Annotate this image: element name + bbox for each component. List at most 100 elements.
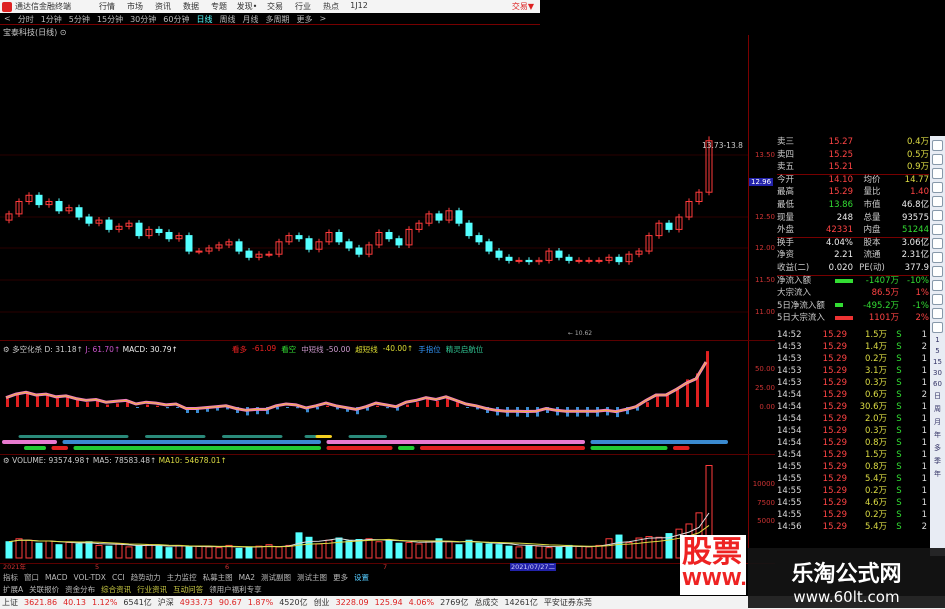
toolbar-tool-icon[interactable] [932, 196, 943, 207]
volume-bar [65, 541, 73, 559]
toolbar-tool-icon[interactable] [932, 280, 943, 291]
menu-item[interactable]: 行业 [295, 2, 311, 11]
tab-item[interactable]: VOL-TDX [73, 572, 106, 582]
high-price-label: 13.73-13.8 [702, 141, 743, 150]
candle [505, 256, 513, 261]
toolbar-period-button[interactable]: 1 [935, 336, 940, 344]
toolbar-tool-icon[interactable] [932, 252, 943, 263]
tab-item[interactable]: 趋势动力 [130, 572, 161, 582]
period-tab[interactable]: > [319, 14, 327, 23]
tab-item[interactable]: 主力监控 [166, 572, 197, 582]
period-tab[interactable]: 多周期 [265, 15, 290, 24]
flow-label: 5日大宗流入 [777, 313, 825, 324]
kline-chart[interactable] [0, 35, 775, 565]
toolbar-period-button[interactable]: 年 [934, 470, 941, 478]
period-tab[interactable]: 5分钟 [68, 15, 90, 24]
index-value: 40.13 [63, 598, 86, 607]
menu-item[interactable]: 行情 [99, 2, 115, 11]
toolbar-period-button[interactable]: 30 [933, 369, 942, 377]
toolbar-tool-icon[interactable] [932, 210, 943, 221]
tab-item[interactable]: 指标 [3, 572, 18, 582]
period-tab[interactable]: 1分钟 [40, 15, 62, 24]
tick-time: 14:54 [777, 414, 802, 424]
toolbar-tool-icon[interactable] [932, 182, 943, 193]
trade-menu[interactable]: 交易▼ [511, 2, 534, 11]
indicator-name[interactable]: 多空化杀 [12, 345, 43, 354]
menu-item[interactable]: 交易 [267, 2, 283, 11]
index-name[interactable]: 上证 [2, 598, 18, 607]
tick-time: 14:53 [777, 366, 802, 376]
toolbar-tool-icon[interactable] [932, 308, 943, 319]
tab-item[interactable]: MACD [45, 572, 68, 582]
tab-item[interactable]: 私募主图 [202, 572, 233, 582]
tab-item[interactable]: 测试副图 [261, 572, 292, 582]
tab-item[interactable]: 资金分布 [65, 584, 96, 594]
toolbar-tool-icon[interactable] [932, 154, 943, 165]
toolbar-period-button[interactable]: 周 [934, 405, 941, 413]
tab-item[interactable]: MA2 [238, 572, 256, 582]
macd-bar [456, 402, 459, 407]
menu-item[interactable]: 数据 [183, 2, 199, 11]
flow-label: 大宗流入 [777, 288, 812, 299]
toolbar-period-button[interactable]: 月 [934, 418, 941, 426]
toolbar-period-button[interactable]: 日 [934, 392, 941, 400]
tick-price: 15.29 [822, 402, 847, 412]
toolbar-tool-icon[interactable] [932, 238, 943, 249]
candle [35, 194, 43, 206]
flow-bar [835, 275, 857, 288]
period-tab[interactable]: 周线 [219, 15, 236, 24]
toolbar-period-button[interactable]: 多 [934, 444, 941, 452]
toolbar-period-button[interactable]: 60 [933, 380, 942, 388]
candle [685, 201, 693, 218]
period-tab[interactable]: 日线 [196, 15, 213, 24]
volume-bar [105, 545, 113, 559]
period-tab[interactable]: 月线 [242, 15, 259, 24]
tab-item[interactable]: 行业资讯 [137, 584, 168, 594]
tab-item[interactable]: 关联报价 [29, 584, 60, 594]
toolbar-tool-icon[interactable] [932, 140, 943, 151]
ask-label: 卖五 [777, 162, 795, 173]
tab-item[interactable]: 领用户福利专享 [209, 584, 262, 594]
volume-gear-icon[interactable]: ⚙ [3, 456, 10, 465]
period-tab[interactable]: < [4, 14, 11, 23]
tick-side: S [896, 354, 902, 364]
index-name[interactable]: 创业 [313, 598, 330, 607]
toolbar-tool-icon[interactable] [932, 168, 943, 179]
period-tab[interactable]: 30分钟 [130, 15, 157, 24]
tab-item[interactable]: 综合资讯 [101, 584, 132, 594]
period-tabs: < 分时 1分钟 5分钟 15分钟 30分钟 60分钟 日线 周线 月线 多周期 更多 > [0, 14, 540, 25]
menu-item[interactable]: 资讯 [155, 2, 171, 11]
tab-item[interactable]: CCI [111, 572, 125, 582]
period-tab[interactable]: 60分钟 [163, 15, 190, 24]
toolbar-tool-icon[interactable] [932, 322, 943, 333]
tab-item[interactable]: 更多 [333, 572, 349, 582]
menu-item[interactable]: 1J12 [350, 1, 368, 10]
period-tab[interactable]: 分时 [17, 15, 34, 24]
tab-item[interactable]: 设置 [354, 572, 370, 582]
menu-item[interactable]: 热点 [323, 2, 339, 11]
candle [515, 259, 523, 262]
toolbar-tool-icon[interactable] [932, 224, 943, 235]
tick-row: 14:54 15.29 0.8万 S 1 [777, 437, 929, 449]
indicator-gear-icon[interactable]: ⚙ [3, 345, 10, 354]
menu-item[interactable]: 发现• [236, 2, 258, 11]
period-tab[interactable]: 更多 [296, 15, 313, 24]
menu-item[interactable]: 专题 [211, 2, 227, 11]
toolbar-tool-icon[interactable] [932, 266, 943, 277]
menu-item[interactable]: 市场 [127, 2, 143, 11]
macd-tick: 25.00 [754, 384, 775, 392]
ask-label: 卖四 [777, 149, 795, 160]
tab-item[interactable]: 测试主图 [297, 572, 328, 582]
period-tab[interactable]: 15分钟 [96, 15, 124, 24]
tick-price: 15.29 [822, 330, 847, 340]
toolbar-tool-icon[interactable] [932, 294, 943, 305]
tab-item[interactable]: 扩展A [3, 584, 24, 594]
tab-item[interactable]: 窗口 [24, 572, 39, 582]
tick-list[interactable]: 14:52 15.29 1.5万 S 1 14:53 15.29 1.4万 S 2 14:53 15.… [777, 329, 929, 533]
index-name[interactable]: 沪深 [157, 598, 174, 607]
toolbar-period-button[interactable]: 年 [934, 431, 941, 439]
toolbar-period-button[interactable]: 5 [935, 347, 940, 355]
toolbar-period-button[interactable]: 15 [933, 358, 942, 366]
toolbar-period-button[interactable]: 季 [934, 457, 941, 465]
tab-item[interactable]: 互动问答 [173, 584, 204, 594]
